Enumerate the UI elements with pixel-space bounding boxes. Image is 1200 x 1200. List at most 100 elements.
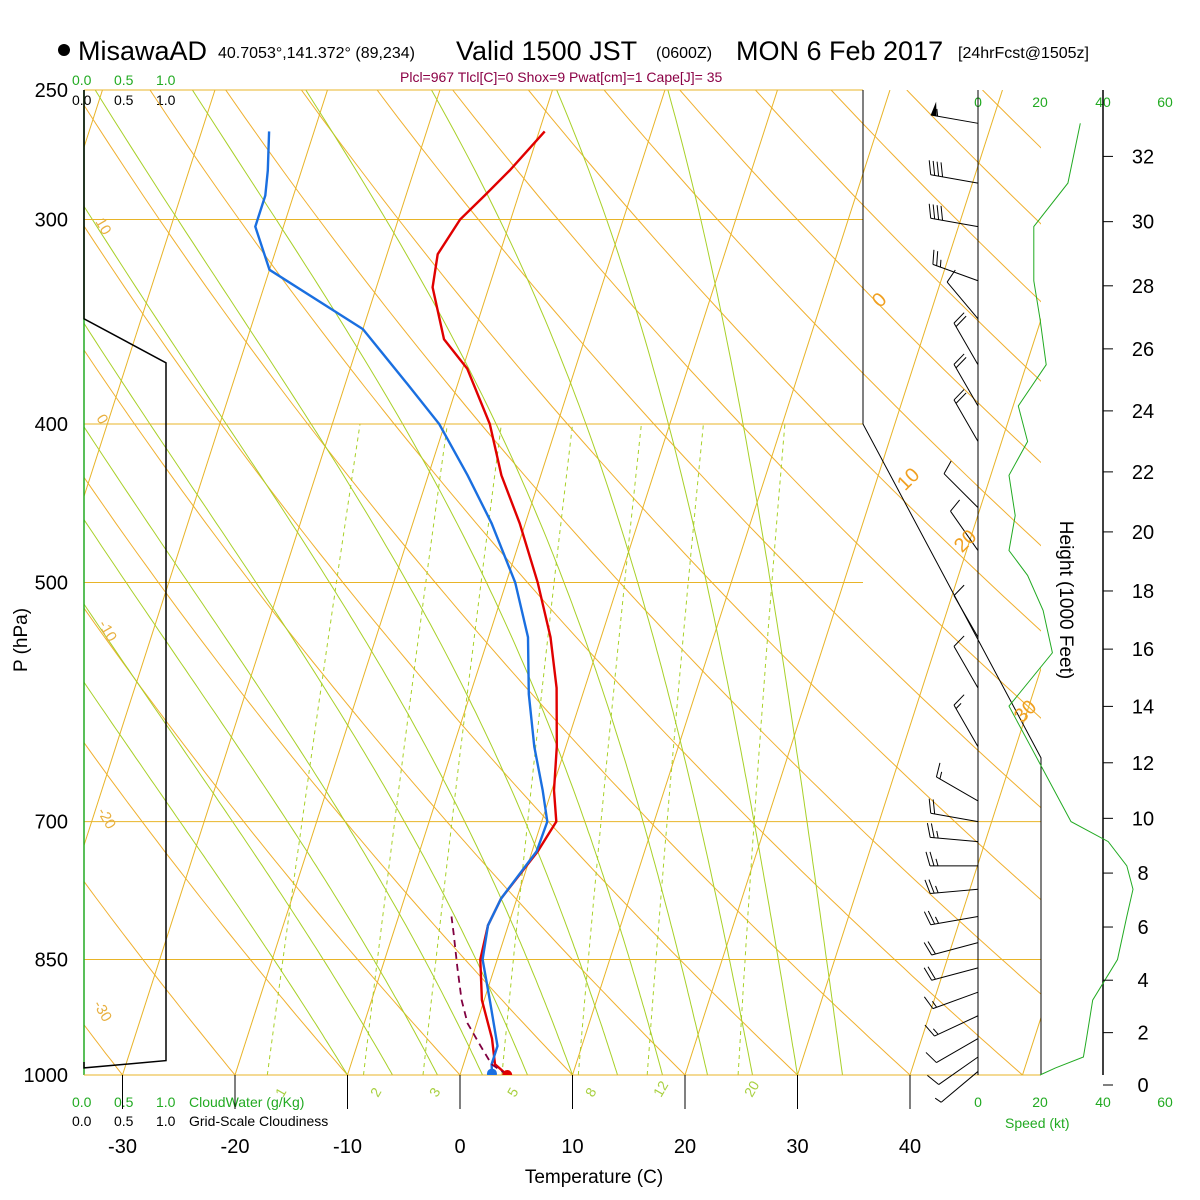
moist-adiabat bbox=[84, 205, 573, 1075]
wind-barb-half-feather bbox=[935, 858, 939, 866]
speed-axis-label: Speed (kt) bbox=[1005, 1115, 1070, 1131]
wind-barb-feather bbox=[955, 315, 967, 327]
wind-barb bbox=[953, 389, 979, 442]
wind-barb-staff bbox=[931, 942, 979, 956]
isotherm bbox=[909, 666, 1041, 1075]
cloudiness-label: Grid-Scale Cloudiness bbox=[189, 1113, 328, 1129]
x-tick-label: -20 bbox=[221, 1136, 250, 1158]
station-coords: 40.7053°,141.372° (89,234) bbox=[218, 45, 415, 62]
wind-barb-staff bbox=[938, 1056, 979, 1085]
wind-barb bbox=[925, 851, 978, 867]
cloud-water-bottom-tick: 0.5 bbox=[114, 1094, 134, 1110]
moist-adiabat bbox=[431, 90, 753, 1075]
wind-barb-half-feather bbox=[934, 916, 940, 924]
moist-adiabat bbox=[94, 90, 618, 1075]
wind-barb-feather bbox=[926, 823, 931, 838]
dry-adiabat bbox=[149, 90, 1023, 1075]
station-name: MisawaAD bbox=[78, 36, 207, 66]
forecast-tag: [24hrFcst@1505z] bbox=[958, 45, 1089, 62]
wind-barb-feather bbox=[923, 996, 934, 1009]
pressure-tick-label: 700 bbox=[35, 812, 68, 834]
isotherm-label: 10 bbox=[893, 464, 924, 495]
isotherm-label: 30 bbox=[1010, 696, 1041, 727]
mixing-ratio-label: 8 bbox=[582, 1085, 600, 1100]
wind-barb bbox=[946, 269, 979, 320]
x-tick-label: -10 bbox=[333, 1136, 362, 1158]
wind-barb-feather bbox=[953, 353, 965, 365]
isotherm bbox=[84, 90, 216, 498]
height-tick-label: 26 bbox=[1132, 339, 1154, 361]
cloud-water-label: CloudWater (g/Kg) bbox=[189, 1094, 304, 1110]
parcel-line bbox=[450, 916, 508, 1075]
x-tick-label: 10 bbox=[561, 1136, 583, 1158]
wind-barb-half-feather bbox=[934, 1097, 942, 1103]
wind-barb-feather bbox=[950, 499, 961, 512]
wind-barb-feather bbox=[953, 694, 965, 706]
valid-zulu: (0600Z) bbox=[656, 45, 712, 62]
cloudiness-top-tick: 0.0 bbox=[72, 92, 92, 108]
moist-adiabat bbox=[84, 681, 348, 1075]
height-tick-label: 20 bbox=[1132, 522, 1154, 544]
height-tick-label: 12 bbox=[1132, 753, 1154, 775]
mixing-ratio-line bbox=[363, 423, 448, 1075]
isotherm-label: 10 bbox=[92, 215, 115, 238]
wind-barb bbox=[943, 460, 979, 508]
moist-adiabat bbox=[84, 518, 438, 1075]
isotherm-label: -30 bbox=[90, 998, 116, 1025]
wind-barb-feather bbox=[955, 392, 967, 404]
wind-barb bbox=[950, 499, 979, 551]
wind-barb-feather bbox=[932, 160, 936, 176]
x-tick-label: 0 bbox=[454, 1136, 465, 1158]
wind-barb-staff bbox=[953, 595, 979, 638]
wind-barb-staff bbox=[930, 915, 979, 926]
wind-barb bbox=[924, 1015, 979, 1037]
dry-adiabat bbox=[84, 225, 798, 1075]
wind-barb bbox=[924, 879, 979, 894]
mixing-ratio-label: 2 bbox=[367, 1085, 385, 1100]
wind-barb-staff bbox=[930, 836, 979, 843]
isotherm-label: 20 bbox=[950, 526, 981, 557]
wind-barb bbox=[934, 1071, 979, 1103]
wind-barb bbox=[927, 1056, 979, 1085]
wind-barb bbox=[928, 798, 979, 823]
wind-barb-staff bbox=[930, 174, 979, 184]
mixing-ratio-line bbox=[422, 423, 502, 1075]
wind-barb bbox=[928, 160, 979, 184]
mixing-ratio-line bbox=[266, 423, 361, 1075]
wind-barb-half-feather bbox=[939, 259, 942, 268]
temperature-line bbox=[431, 130, 559, 1075]
height-tick-label: 28 bbox=[1132, 276, 1154, 298]
cloudiness-bottom-tick: 1.0 bbox=[156, 1113, 176, 1129]
wind-barb-feather bbox=[936, 161, 940, 177]
wind-barb-feather bbox=[955, 357, 967, 369]
wind-barb-flag bbox=[930, 101, 937, 117]
wind-barb bbox=[953, 584, 979, 638]
isotherm-label: 0 bbox=[93, 411, 112, 427]
cloudiness-line bbox=[83, 90, 167, 1069]
moist-adiabat bbox=[84, 603, 393, 1075]
wind-barb-half-feather bbox=[936, 830, 939, 839]
wind-barb bbox=[925, 1038, 979, 1063]
height-tick-label: 10 bbox=[1132, 808, 1154, 830]
wind-barb-feather bbox=[927, 966, 936, 980]
height-tick-label: 22 bbox=[1132, 462, 1154, 484]
speed-bottom-tick: 20 bbox=[1032, 1094, 1048, 1110]
wind-barb-staff bbox=[932, 991, 979, 1010]
wind-barb-feather bbox=[925, 851, 931, 866]
x-tick-label: 30 bbox=[786, 1136, 808, 1158]
wind-barb-staff bbox=[950, 510, 979, 551]
dewpoint-surface-marker bbox=[486, 1068, 497, 1075]
wind-barb-feather bbox=[943, 460, 952, 474]
moist-adiabat bbox=[305, 90, 708, 1075]
moist-adiabat bbox=[191, 90, 663, 1075]
isotherm-label: 0 bbox=[868, 289, 891, 312]
dry-adiabat bbox=[528, 90, 1041, 632]
height-tick-label: 32 bbox=[1132, 146, 1154, 168]
wind-barb-feather bbox=[928, 798, 932, 814]
wind-barb-half-feather bbox=[936, 108, 939, 117]
dry-adiabat bbox=[225, 90, 1041, 995]
height-tick-label: 14 bbox=[1132, 696, 1154, 718]
valid-time: Valid 1500 JST bbox=[456, 36, 637, 66]
wind-barb-staff bbox=[953, 646, 979, 689]
